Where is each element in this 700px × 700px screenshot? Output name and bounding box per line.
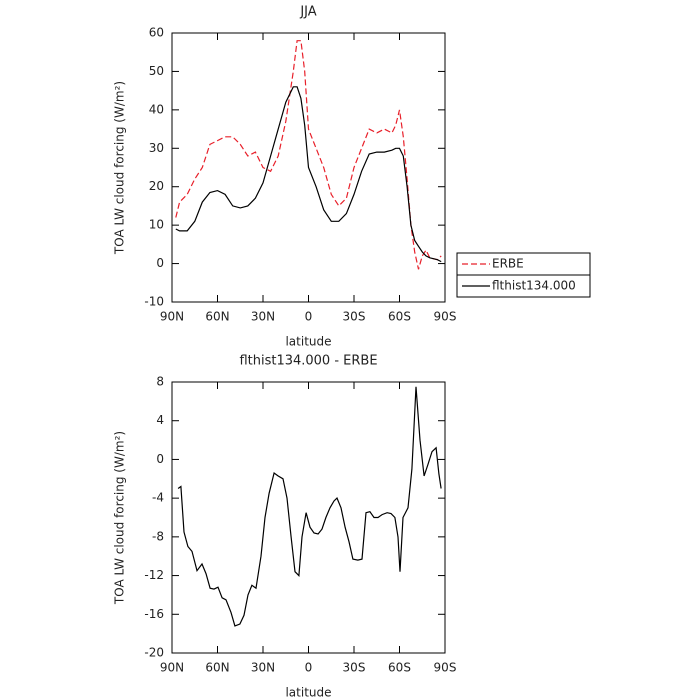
y-tick-label: -8 xyxy=(152,529,164,543)
y-tick-label: 0 xyxy=(156,452,164,466)
x-tick-label: 0 xyxy=(305,310,313,324)
y-tick-label: 20 xyxy=(149,179,164,193)
data-line xyxy=(177,386,442,627)
x-tick-label: 30N xyxy=(251,661,275,675)
y-tick-label: 10 xyxy=(149,218,164,232)
legend-label: ERBE xyxy=(492,257,524,271)
x-tick-label: 90N xyxy=(160,310,184,324)
plot-frame xyxy=(171,381,446,654)
data-line xyxy=(175,86,442,263)
y-tick-label: 40 xyxy=(149,102,164,116)
y-tick-label: -4 xyxy=(152,491,164,505)
y-tick-label: 30 xyxy=(149,141,164,155)
x-tick-label: 60S xyxy=(388,310,411,324)
x-tick-label: 60N xyxy=(205,310,229,324)
x-tick-label: 30N xyxy=(251,310,275,324)
x-tick-label: 60N xyxy=(205,661,229,675)
data-line xyxy=(175,40,442,270)
x-tick-label: 90N xyxy=(160,661,184,675)
y-axis-label: TOA LW cloud forcing (W/m²) xyxy=(113,81,127,255)
y-tick-label: 0 xyxy=(156,256,164,270)
chart-title: flthist134.000 - ERBE xyxy=(239,354,377,369)
y-tick-label: 8 xyxy=(156,375,164,389)
x-tick-label: 90S xyxy=(434,661,457,675)
y-tick-label: -12 xyxy=(144,568,164,582)
x-tick-label: 60S xyxy=(388,661,411,675)
legend-label: flthist134.000 xyxy=(492,279,576,293)
y-tick-label: 50 xyxy=(149,64,164,78)
x-tick-label: 30S xyxy=(343,661,366,675)
y-tick-label: -16 xyxy=(144,607,164,621)
x-axis-label: latitude xyxy=(285,686,331,700)
x-tick-label: 0 xyxy=(305,661,313,675)
y-tick-label: -20 xyxy=(144,646,164,660)
y-tick-label: -10 xyxy=(144,295,164,309)
chart-title: JJA xyxy=(299,5,316,20)
y-tick-label: 4 xyxy=(156,413,164,427)
x-axis-label: latitude xyxy=(285,335,331,349)
x-tick-label: 90S xyxy=(434,310,457,324)
y-tick-label: 60 xyxy=(149,26,164,40)
x-tick-label: 30S xyxy=(343,310,366,324)
y-axis-label: TOA LW cloud forcing (W/m²) xyxy=(113,431,127,605)
